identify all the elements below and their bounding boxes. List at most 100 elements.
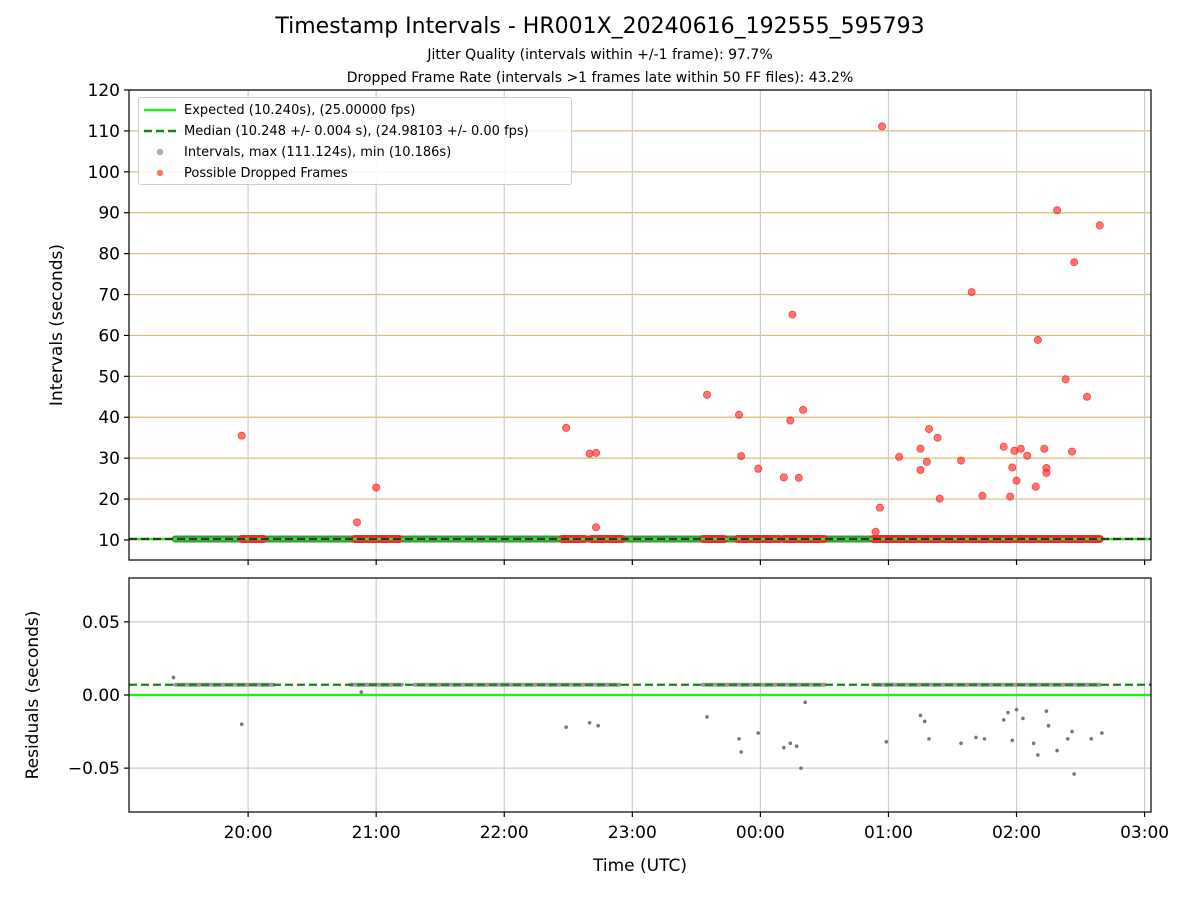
dropped-frame-point (1006, 492, 1015, 501)
residual-point (239, 722, 244, 727)
dropped-frame-point (999, 442, 1008, 451)
dropped-frame-point (957, 456, 966, 465)
residual-point (803, 700, 808, 705)
dropped-frame-point (1068, 447, 1077, 456)
dropped-frame-point (871, 527, 880, 536)
dropped-frame-point (372, 483, 381, 492)
x-tick-label: 01:00 (864, 823, 913, 843)
residual-point (705, 715, 709, 719)
residual-point (974, 735, 978, 740)
y-tick-label: 120 (88, 81, 120, 101)
residual-point (794, 744, 799, 748)
dropped-frame-point (786, 416, 795, 425)
y-tick-label: 70 (98, 286, 120, 306)
dropped-frame-point (1070, 258, 1079, 267)
y-tick-label: 80 (98, 245, 120, 265)
residual-point (1072, 772, 1076, 776)
dropped-frame-point (562, 423, 571, 432)
x-tick-label: 21:00 (352, 823, 401, 843)
dropped-frame-point (592, 448, 601, 457)
y-tick-label: 0.00 (82, 686, 120, 706)
dropped-frame-point (779, 473, 788, 482)
residual-point (884, 740, 889, 744)
residual-point (1001, 718, 1006, 722)
solid-line-icon (144, 108, 176, 112)
y-tick-label: 40 (98, 408, 120, 428)
dropped-frame-point (1033, 335, 1042, 344)
residual-point (788, 741, 793, 746)
dropped-frame-point (978, 491, 987, 500)
residual-point (596, 723, 600, 728)
residual-point (1046, 723, 1051, 728)
residual-point (1010, 738, 1015, 743)
residual-point (927, 737, 931, 741)
x-tick-label: 02:00 (992, 823, 1041, 843)
residual-point (1100, 731, 1104, 735)
legend-label-expected: Expected (10.240s), (25.00000 fps) (184, 103, 416, 118)
gray-marker-icon (156, 148, 164, 156)
dropped-frame-point (1012, 476, 1021, 485)
residual-point (587, 720, 592, 725)
dropped-frame-point (935, 494, 944, 503)
residual-point (959, 741, 963, 746)
dropped-frame-point (1008, 463, 1017, 472)
legend-label-intervals: Intervals, max (111.124s), min (10.186s) (184, 145, 452, 160)
dropped-frame-point (737, 452, 746, 461)
intervals-y-axis-label: Intervals (seconds) (47, 244, 67, 406)
dropped-frame-point (1016, 444, 1025, 453)
y-tick-label: −0.05 (68, 759, 120, 779)
legend-label-dropped-frames: Possible Dropped Frames (184, 166, 348, 181)
dropped-frame-point (916, 444, 925, 453)
residual-point (922, 719, 927, 724)
dropped-frame-point (1082, 392, 1091, 401)
y-tick-label: 110 (88, 122, 120, 142)
y-tick-label: 20 (98, 490, 120, 510)
y-tick-label: 10 (98, 531, 120, 551)
residual-point (782, 745, 786, 750)
dropped-frame-point (1061, 375, 1070, 384)
residual-point (918, 713, 923, 718)
dropped-frame-point (799, 405, 808, 414)
residual-point (982, 737, 987, 741)
dropped-frame-point (895, 452, 904, 461)
dropped-frame-point (754, 464, 763, 473)
dropped-frame-point (1095, 221, 1104, 230)
dropped-frame-point (237, 431, 246, 440)
dropped-frame-point (1042, 463, 1051, 472)
residual-point (737, 737, 741, 741)
dropped-frame-point (788, 310, 797, 319)
dropped-frame-point (916, 466, 925, 475)
residual-point (1044, 709, 1049, 713)
legend-item-expected: Expected (10.240s), (25.00000 fps) (139, 100, 573, 120)
y-tick-label: 0.05 (82, 613, 120, 633)
time-x-axis-label: Time (UTC) (592, 856, 687, 876)
dropped-frame-point (875, 503, 884, 512)
residuals-panel: 0.05 0.00 −0.05 20:00 21:00 22:00 23:00 00:00 01… (68, 577, 1169, 843)
dropped-frame-point (592, 523, 601, 532)
dropped-frame-point (1053, 206, 1062, 215)
dropped-frame-point (922, 457, 931, 466)
legend-item-median: Median (10.248 +/- 0.004 s), (24.98103 +… (139, 121, 573, 141)
residual-point (799, 766, 803, 770)
y-tick-label: 100 (88, 163, 120, 183)
dashed-line-icon (144, 129, 176, 133)
x-tick-label: 22:00 (480, 823, 529, 843)
y-tick-label: 60 (98, 326, 120, 346)
x-tick-label: 03:00 (1120, 823, 1169, 843)
residual-point (1070, 729, 1074, 734)
x-tick-label: 00:00 (736, 823, 785, 843)
dropped-frame-point (967, 288, 976, 297)
dropped-frame-rate-subtitle: Dropped Frame Rate (intervals >1 frames … (346, 70, 854, 86)
dropped-frame-point (1040, 444, 1049, 453)
dropped-frame-point (1023, 451, 1032, 460)
y-tick-label: 30 (98, 449, 120, 469)
residual-point (1031, 741, 1036, 746)
residual-point (1021, 716, 1025, 721)
jitter-quality-subtitle: Jitter Quality (intervals within +/-1 fr… (427, 47, 773, 63)
legend: Expected (10.240s), (25.00000 fps) Media… (138, 97, 572, 185)
y-tick-label: 90 (98, 204, 120, 224)
dropped-frame-point (1031, 482, 1040, 491)
residual-point (359, 690, 364, 694)
chart-title: Timestamp Intervals - HR001X_20240616_19… (275, 14, 925, 39)
